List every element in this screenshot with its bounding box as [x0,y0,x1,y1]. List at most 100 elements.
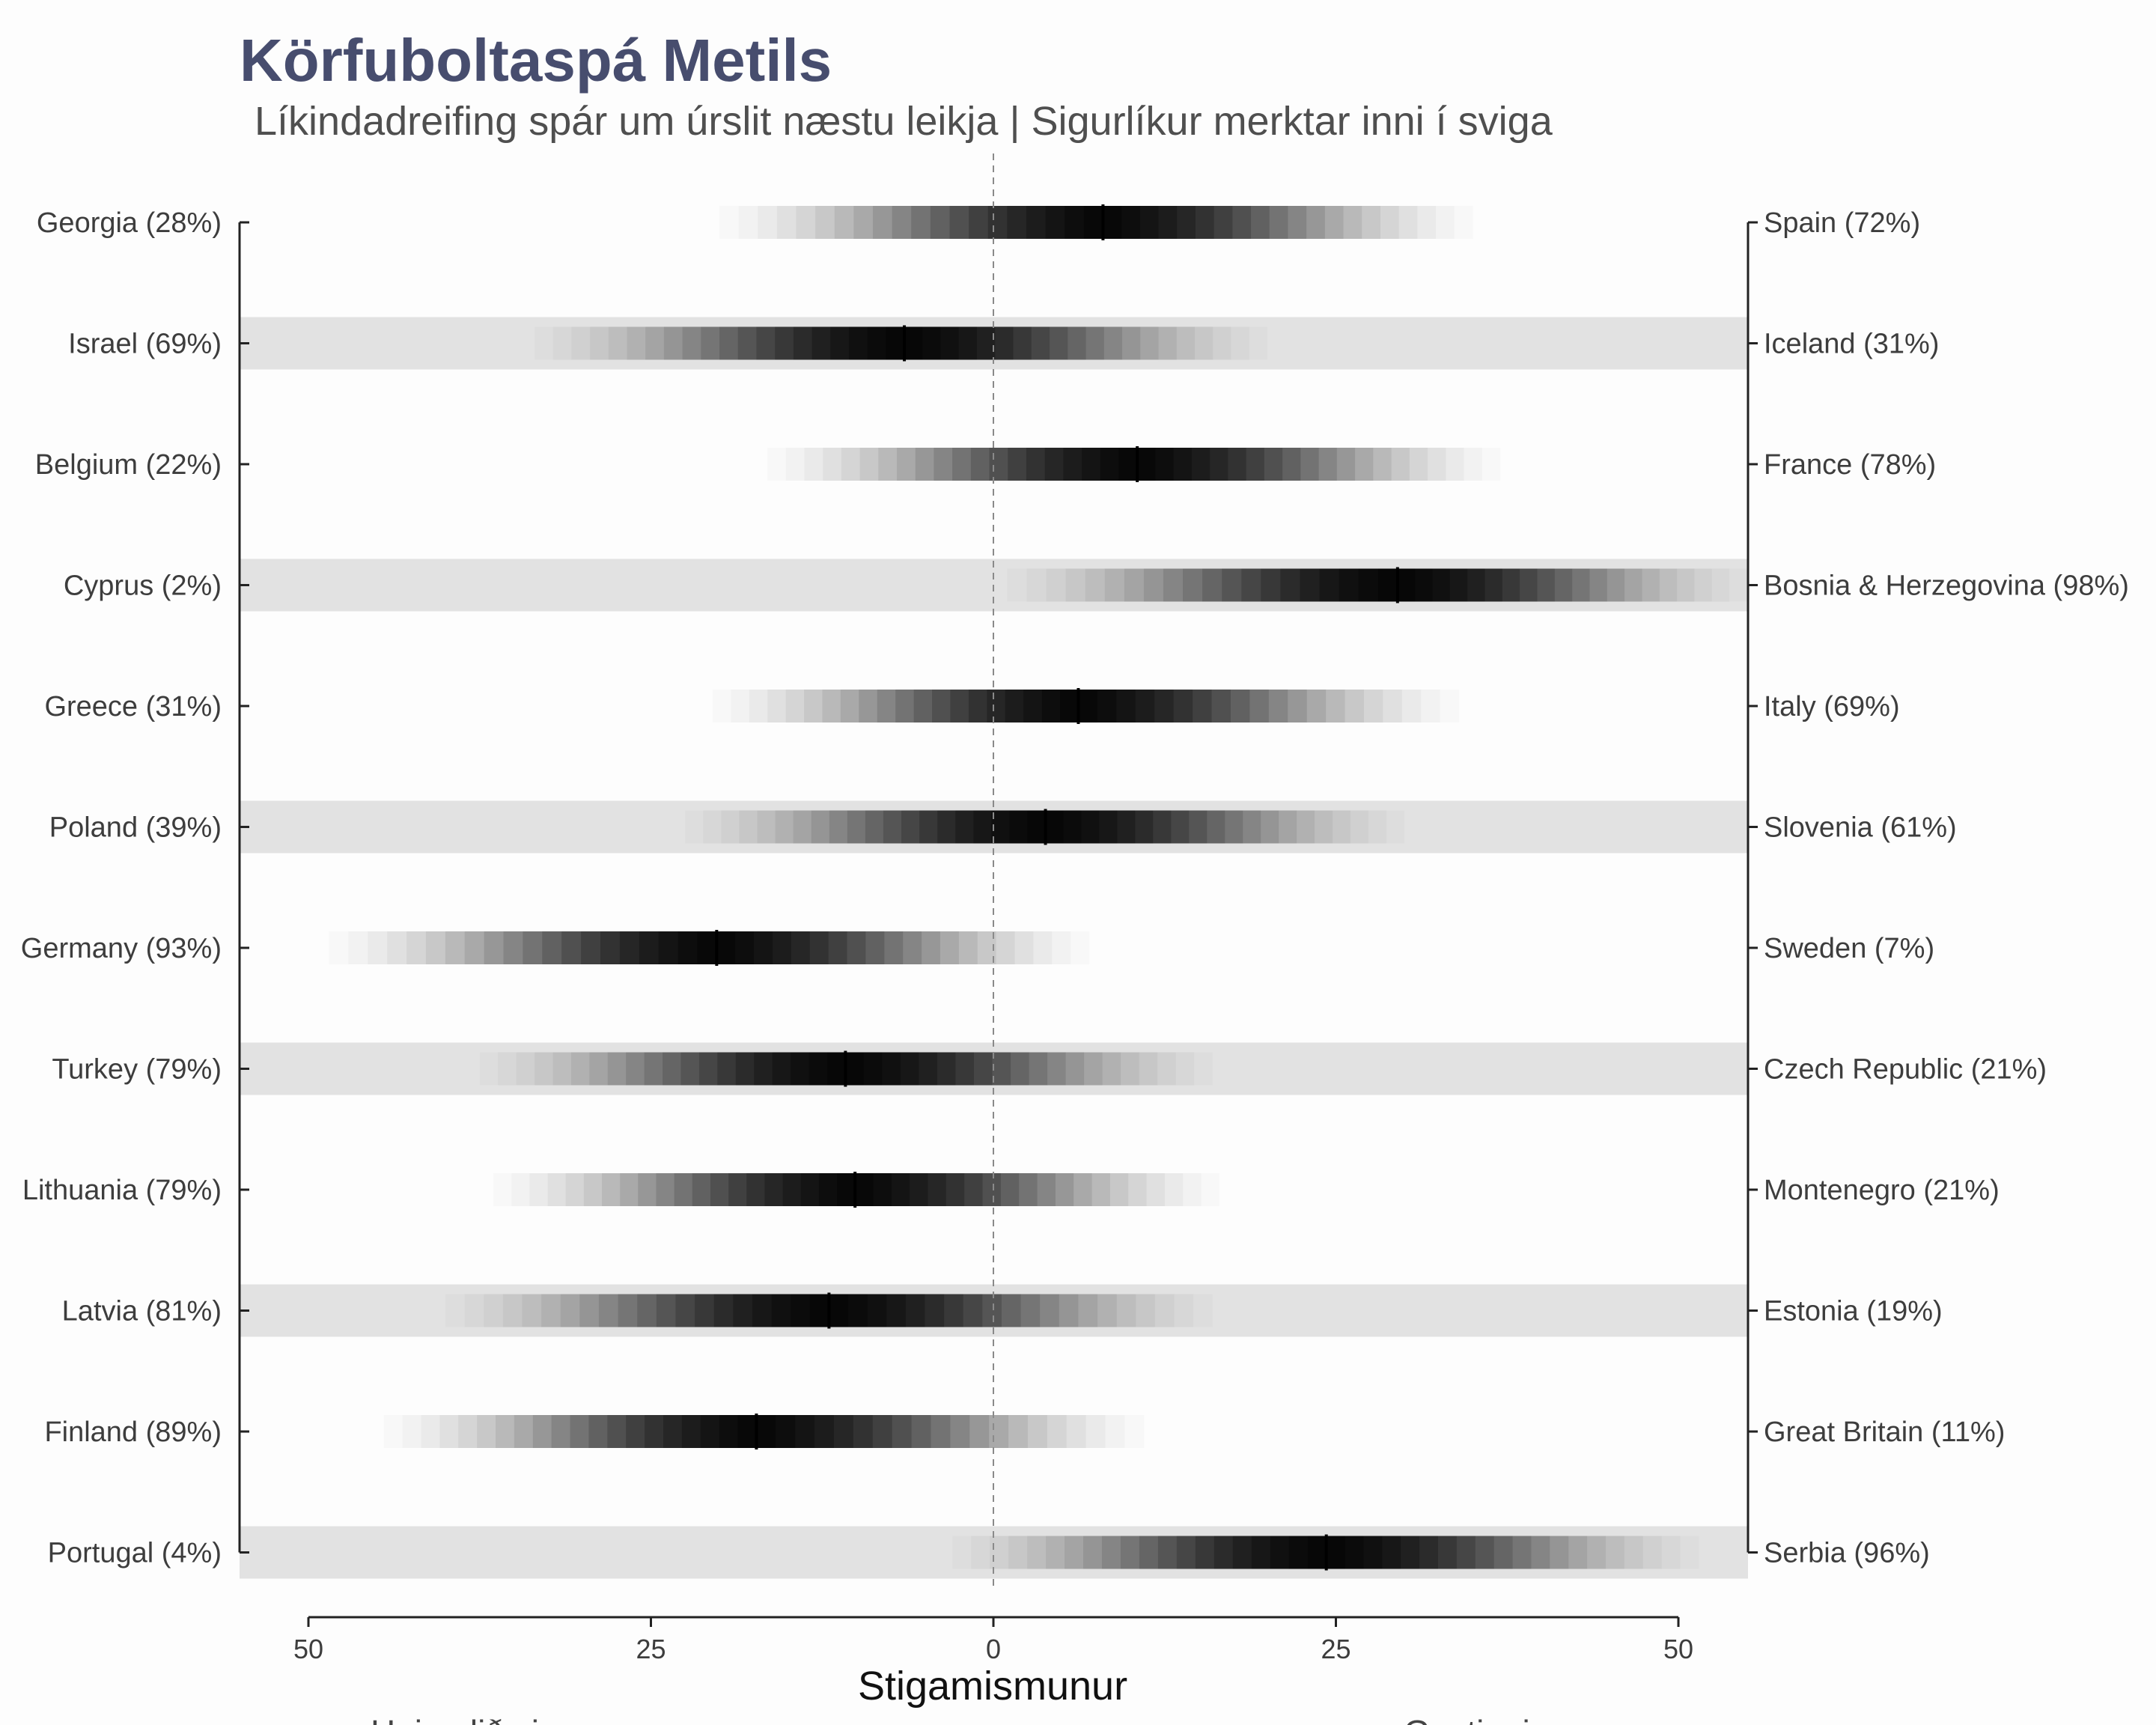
interval-segment [930,206,1270,239]
interval-segment [969,206,1233,239]
interval-segment [645,326,1159,360]
interval-segment [626,1415,892,1448]
interval-segment [878,448,1392,481]
interval-segment [627,326,1177,360]
x-tick-label: 50 [1663,1634,1693,1664]
away-team-label: Great Britain (11%) [1764,1417,2005,1448]
interval-segment [682,326,1123,360]
interval-segment [425,931,996,964]
interval-segment [1202,568,1573,602]
interval-segment [932,690,1231,722]
game-interval [522,1292,1136,1329]
away-team-label: Slovenia (61%) [1764,812,1957,844]
away-team-label: Serbia (96%) [1764,1538,1930,1569]
interval-segment [503,931,922,964]
interval-segment [570,1415,951,1448]
interval-segment [532,1415,990,1448]
interval-segment [663,326,1141,360]
interval-segment [458,1415,1067,1448]
home-team-label: Israel (69%) [68,329,222,360]
interval-segment [804,690,1365,722]
away-team-label: Spain (72%) [1764,207,1920,239]
interval-segment [588,1415,931,1448]
interval-segment [600,931,829,964]
interval-marks [406,204,1678,1571]
game-interval [406,930,1015,966]
interval-segment [1300,568,1485,602]
interval-segment [987,206,1214,239]
away-team-label: Montenegro (21%) [1764,1175,2000,1206]
home-team-label: Poland (39%) [49,812,222,844]
away-team-label: Iceland (31%) [1764,329,1939,360]
interval-segment [608,326,1196,360]
home-win-caption: Heimalið sigrar [371,1713,600,1725]
interval-segment [840,690,1327,722]
interval-segment [551,1415,970,1448]
interval-segment [853,206,1344,239]
game-interval [608,325,1196,362]
home-team-label: Latvia (81%) [62,1296,222,1327]
interval-segment [911,206,1288,239]
interval-segment [841,448,1428,481]
interval-segment [796,206,1399,239]
interval-segment [892,206,1307,239]
interval-segment [949,206,1252,239]
interval-segment [822,690,1345,722]
interval-segment [872,206,1325,239]
interval-segment [1104,568,1660,602]
interval-segment [581,931,847,964]
home-team-label: Lithuania (79%) [22,1175,222,1206]
interval-segment [681,1415,834,1448]
away-team-label: Czech Republic (21%) [1764,1054,2047,1086]
interval-segment [987,690,1174,722]
interval-segment [719,326,1086,360]
away-team-label: Estonia (19%) [1764,1296,1943,1327]
interval-segment [877,690,1288,722]
away-team-label: Bosnia & Herzegovina (98%) [1764,571,2129,602]
interval-segment [1241,568,1538,602]
away-team-label: Sweden (7%) [1764,933,1934,964]
game-interval [1085,567,1678,603]
interval-segment [445,931,978,964]
interval-segment [542,931,885,964]
interval-segment [645,1415,873,1448]
home-team-label: Georgia (28%) [37,207,222,239]
interval-segment [1261,568,1520,602]
home-team-label: Greece (31%) [44,691,222,722]
chart-title: Körfuboltaspá Metils [240,27,832,94]
interval-segment [859,690,1307,722]
interval-segment [896,448,1374,481]
interval-segment [915,448,1356,481]
interval-segment [639,931,791,964]
interval-segment [834,206,1362,239]
interval-segment [523,931,904,964]
home-team-label: Turkey (79%) [52,1054,222,1086]
interval-segment [785,690,1383,722]
home-team-label: Portugal (4%) [48,1538,222,1569]
home-team-label: Cyprus (2%) [64,571,222,602]
interval-segment [1222,568,1555,602]
interval-segment [1143,568,1625,602]
home-team-label: Germany (93%) [21,933,222,964]
x-tick-label: 25 [1321,1634,1350,1664]
interval-segment [859,448,1410,481]
interval-segment [701,326,1104,360]
interval-segment [934,448,1337,481]
away-team-label: Italy (69%) [1764,691,1900,722]
home-team-label: Belgium (22%) [35,449,222,481]
game-interval [1027,1534,1624,1571]
game-interval [785,688,1383,724]
interval-segment [737,326,1068,360]
interval-segment [952,448,1319,481]
interval-segment [1007,206,1196,239]
interval-segment [406,931,1015,964]
interval-segment [477,1415,1047,1448]
game-interval [552,1050,1139,1087]
interval-segment [970,448,1301,481]
game-interval [796,204,1399,240]
interval-segment [495,1415,1028,1448]
interval-segment [1163,568,1607,602]
interval-segment [619,931,810,964]
interval-segment [514,1415,1009,1448]
